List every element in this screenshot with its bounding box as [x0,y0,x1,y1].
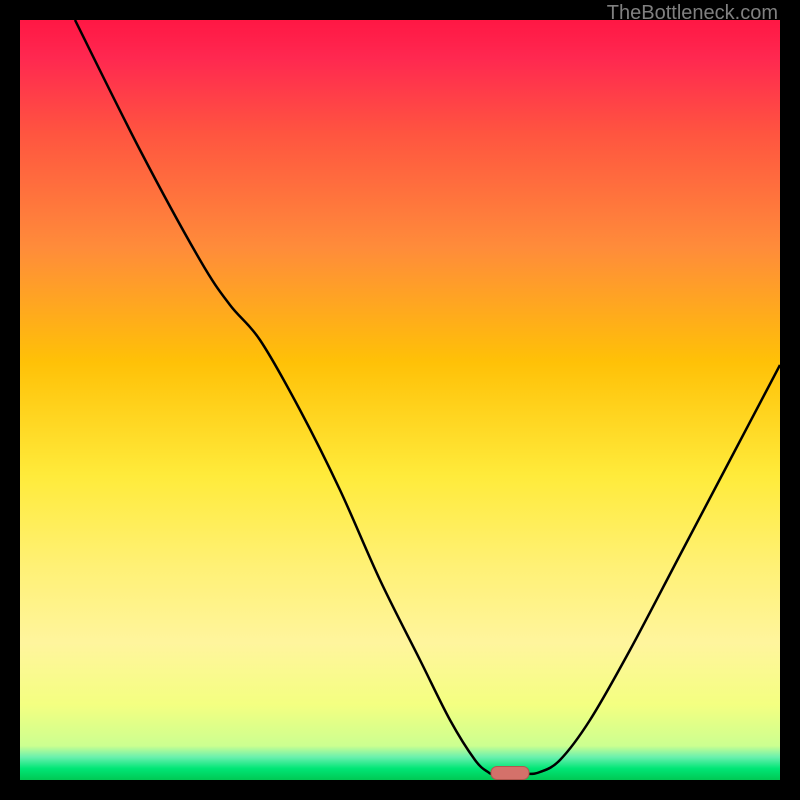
watermark-text: TheBottleneck.com [607,2,778,25]
optimal-marker [491,767,529,780]
chart-background [20,20,780,780]
chart-container [20,20,780,780]
bottleneck-chart [20,20,780,780]
